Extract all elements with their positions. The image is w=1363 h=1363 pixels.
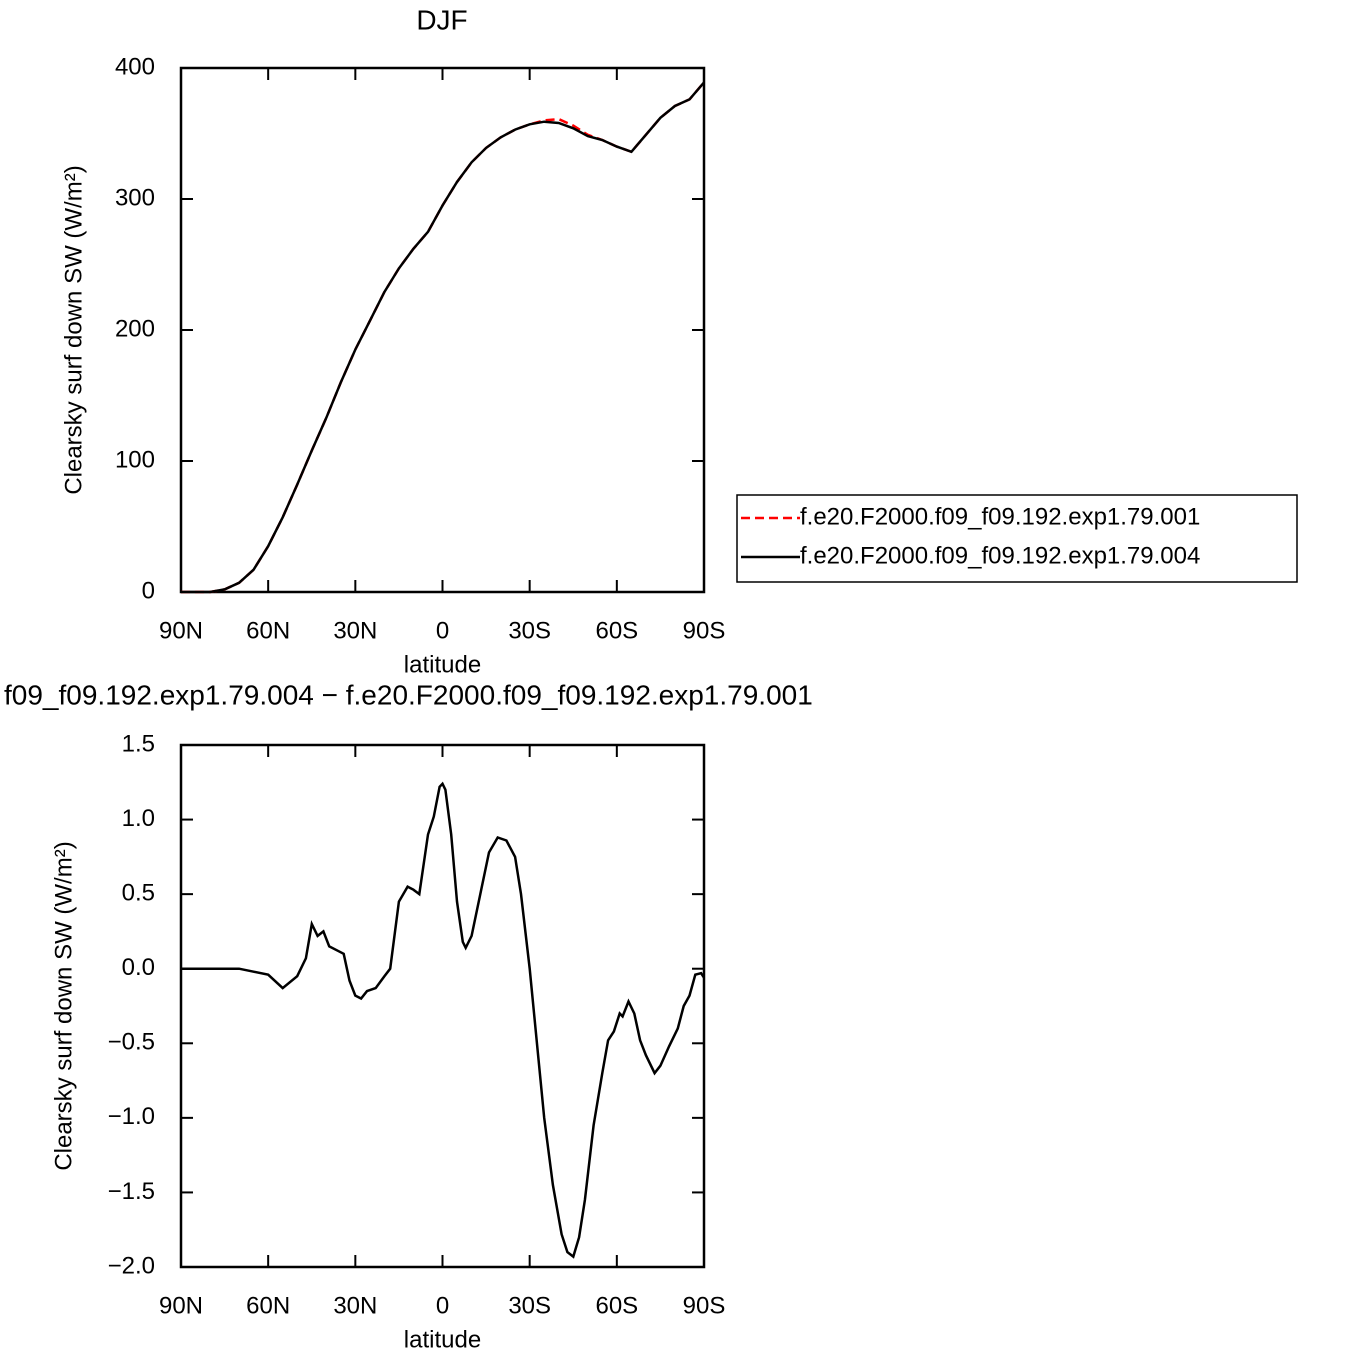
data-line	[181, 781, 706, 1259]
y-tick-label: −1.0	[108, 1103, 155, 1130]
legend-label: f.e20.F2000.f09_f09.192.exp1.79.004	[800, 542, 1200, 569]
x-tick-label: 90N	[159, 617, 203, 644]
data-line	[181, 81, 705, 594]
y-axis-label: Clearsky surf down SW (W/m²)	[60, 165, 87, 494]
y-tick-label: 0.5	[122, 879, 155, 906]
x-tick-label: 90S	[683, 1292, 726, 1319]
y-tick-label: 1.0	[122, 805, 155, 832]
x-tick-label: 0	[436, 617, 449, 644]
y-tick-label: 0.0	[122, 954, 155, 981]
legend-box	[736, 494, 1298, 583]
y-tick-label: 400	[115, 53, 155, 80]
x-tick-label: 90S	[683, 617, 726, 644]
x-tick-label: 60S	[595, 617, 638, 644]
x-axis-label: latitude	[404, 651, 481, 678]
chart-title: DJF	[416, 4, 467, 35]
plot-frame	[179, 66, 706, 594]
y-tick-label: −0.5	[108, 1029, 155, 1056]
y-tick-label: 0	[142, 577, 155, 604]
x-tick-label: 90N	[159, 1292, 203, 1319]
legend-label: f.e20.F2000.f09_f09.192.exp1.79.001	[800, 503, 1200, 530]
x-tick-label: 60N	[246, 617, 290, 644]
x-tick-label: 30S	[508, 617, 551, 644]
y-tick-label: 1.5	[122, 730, 155, 757]
y-axis-label: Clearsky surf down SW (W/m²)	[50, 841, 77, 1170]
x-tick-label: 0	[436, 1292, 449, 1319]
x-tick-label: 30S	[508, 1292, 551, 1319]
y-tick-label: 100	[115, 446, 155, 473]
y-tick-label: 300	[115, 184, 155, 211]
x-tick-label: 60N	[246, 1292, 290, 1319]
x-tick-label: 30N	[333, 1292, 377, 1319]
y-tick-label: −1.5	[108, 1178, 155, 1205]
x-axis-label: latitude	[404, 1326, 481, 1353]
data-line	[181, 81, 705, 594]
x-tick-label: 30N	[333, 617, 377, 644]
x-tick-label: 60S	[595, 1292, 638, 1319]
chart-title: f09_f09.192.exp1.79.004 − f.e20.F2000.f0…	[4, 679, 813, 710]
y-tick-label: −2.0	[108, 1252, 155, 1279]
y-tick-label: 200	[115, 315, 155, 342]
